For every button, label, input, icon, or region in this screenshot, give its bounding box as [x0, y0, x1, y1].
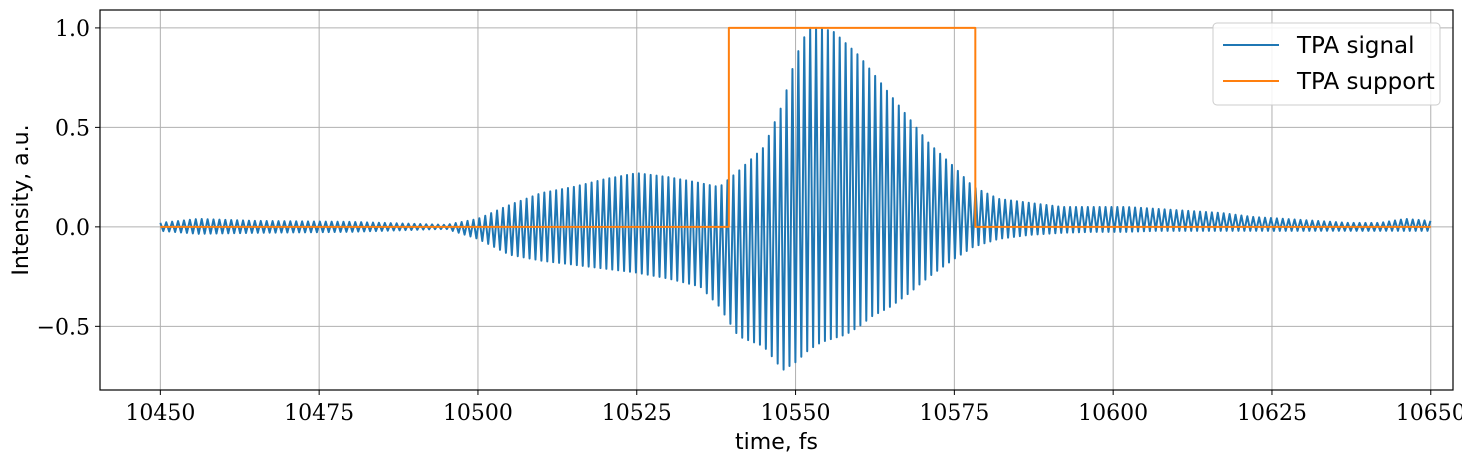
y-tick-label: 0.5	[55, 116, 90, 141]
y-tick-label: 0.0	[55, 216, 90, 241]
legend: TPA signal TPA support	[1212, 22, 1441, 106]
legend-box	[1212, 22, 1441, 106]
y-axis-label: Intensity, a.u.	[9, 124, 34, 275]
x-tick-label: 10550	[761, 401, 831, 426]
x-tick-label: 10575	[919, 401, 989, 426]
series-line-1	[160, 26, 1431, 228]
x-tick-label: 10475	[284, 401, 354, 426]
legend-entry-label: TPA support	[1296, 69, 1435, 95]
series-line-0	[159, 26, 1432, 371]
x-tick-label: 10650	[1396, 401, 1462, 426]
legend-entry-label: TPA signal	[1296, 33, 1415, 59]
x-tick-label: 10625	[1237, 401, 1307, 426]
y-axis-ticks: −0.5 0.0 0.5 1.0	[37, 17, 100, 340]
x-tick-label: 10600	[1078, 401, 1148, 426]
x-axis-ticks: 10450 10475 10500 10525 10550 10575 10600 10625…	[125, 390, 1462, 426]
y-tick-label: 1.0	[55, 17, 90, 42]
x-tick-label: 10500	[443, 401, 513, 426]
y-tick-label: −0.5	[37, 315, 90, 340]
x-tick-label: 10450	[125, 401, 195, 426]
plot-frame	[99, 9, 1454, 391]
x-tick-label: 10525	[602, 401, 672, 426]
series-layer	[159, 26, 1432, 371]
x-axis-label: time, fs	[735, 430, 818, 455]
